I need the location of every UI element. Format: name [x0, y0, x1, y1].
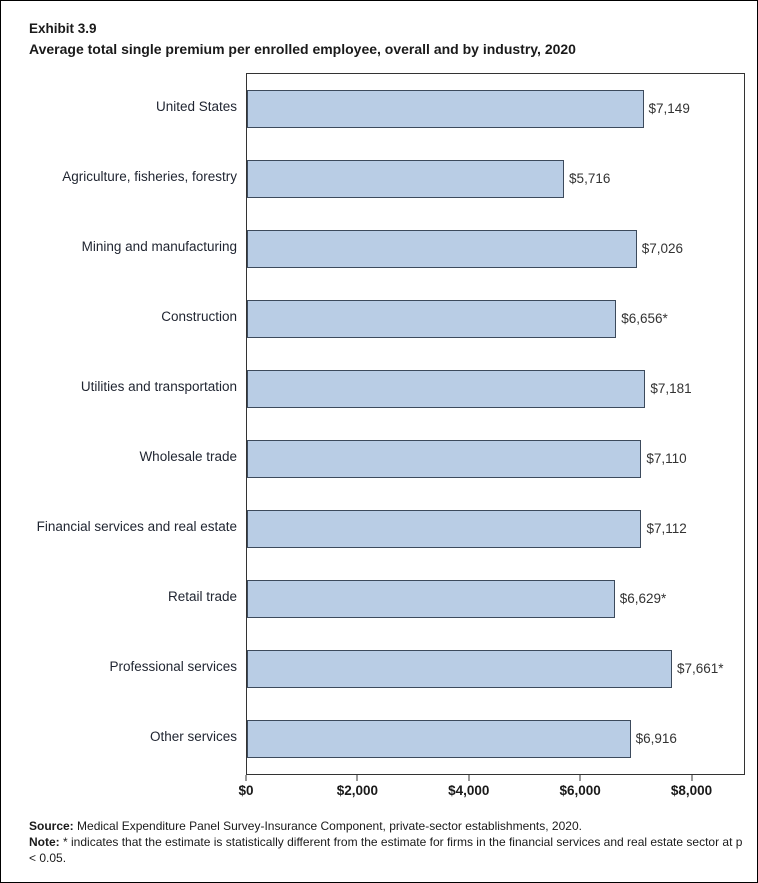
chart-row: $6,656*	[247, 284, 744, 354]
source-text: Medical Expenditure Panel Survey-Insuran…	[73, 818, 582, 833]
category-labels-column: United States Agriculture, fisheries, for…	[29, 73, 246, 775]
bar	[247, 649, 672, 688]
bar	[247, 509, 642, 548]
category-label: Other services	[149, 729, 237, 745]
x-tick-label: $6,000	[559, 782, 601, 798]
plot-area: $7,149 $5,716 $7,026 $6,656* $7,181 $7,110 $7,…	[246, 72, 745, 775]
bar	[247, 369, 646, 408]
chart-footer: Source: Medical Expenditure Panel Survey…	[1, 809, 757, 866]
chart-title: Average total single premium per enrolle…	[29, 40, 576, 57]
bar-value-label: $7,181	[650, 381, 692, 397]
source-label: Source:	[29, 818, 74, 833]
category-label: Financial services and real estate	[36, 519, 237, 535]
chart-row: $7,026	[247, 214, 744, 284]
note-text: * indicates that the estimate is statist…	[29, 834, 743, 865]
bar-value-label: $7,110	[646, 451, 687, 467]
source-line: Source: Medical Expenditure Panel Survey…	[29, 819, 743, 835]
chart-row: $6,916	[247, 704, 744, 774]
bar-value-label: $7,112	[646, 521, 687, 537]
chart-row: $7,110	[247, 424, 744, 494]
category-label: Agriculture, fisheries, forestry	[62, 169, 237, 185]
x-tick-mark	[468, 774, 470, 781]
category-label: Construction	[161, 309, 237, 325]
category-label: Utilities and transportation	[80, 379, 237, 395]
x-tick-label: $2,000	[336, 782, 379, 798]
x-tick-mark	[691, 774, 693, 781]
category-label: Mining and manufacturing	[81, 239, 237, 255]
x-tick-label: $8,000	[670, 782, 713, 798]
bar	[247, 579, 615, 618]
x-tick-mark	[579, 774, 581, 781]
bar-value-label: $7,026	[641, 241, 684, 257]
note-line: Note: * indicates that the estimate is s…	[29, 835, 743, 867]
x-tick-mark	[245, 774, 247, 781]
chart-row: $7,149	[247, 74, 744, 144]
bar	[247, 299, 617, 338]
chart-row: $7,661*	[247, 634, 744, 704]
chart-row: $6,629*	[247, 564, 744, 634]
bar-value-label: $5,716	[569, 171, 611, 187]
bar-value-label: $6,629*	[619, 591, 667, 607]
bar-value-label: $7,149	[648, 101, 690, 117]
bar-value-label: $7,661*	[676, 661, 724, 677]
x-axis: $0 $2,000 $4,000 $6,000 $8,000	[238, 774, 745, 809]
chart-row: $5,716	[247, 144, 744, 214]
x-tick-mark	[356, 774, 358, 781]
bar	[247, 229, 637, 268]
bar-chart: United States Agriculture, fisheries, for…	[29, 72, 745, 775]
chart-header: Exhibit 3.9 Average total single premium…	[1, 1, 757, 59]
bar	[247, 439, 642, 478]
chart-row: $7,181	[247, 354, 744, 424]
x-tick-label: $4,000	[448, 782, 490, 798]
category-label: United States	[155, 99, 237, 115]
category-label: Wholesale trade	[139, 449, 237, 465]
exhibit-number: Exhibit 3.9	[29, 21, 97, 36]
bar	[247, 159, 565, 198]
bar-value-label: $6,656*	[621, 311, 668, 327]
bar	[247, 719, 631, 758]
bar	[247, 89, 644, 128]
note-label: Note:	[29, 834, 60, 849]
x-tick-label: $0	[238, 782, 254, 798]
chart-row: $7,112	[247, 494, 744, 564]
bar-value-label: $6,916	[635, 731, 677, 747]
category-label: Retail trade	[167, 589, 237, 605]
category-label: Professional services	[109, 659, 237, 675]
